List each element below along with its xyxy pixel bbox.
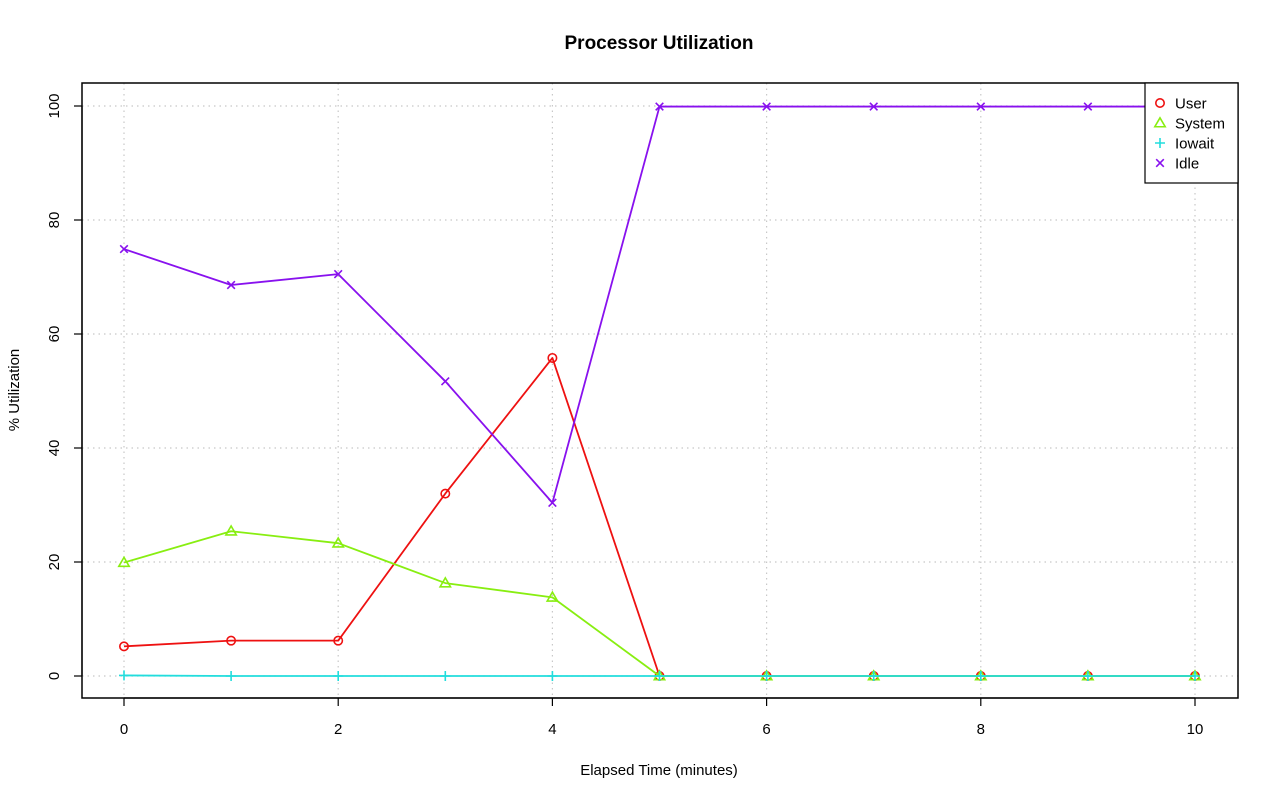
data-point-idle (869, 102, 879, 111)
data-point-iowait (654, 671, 665, 681)
y-tick-label: 20 (46, 554, 63, 571)
x-tick-label: 8 (977, 721, 985, 738)
legend-marker-iowait (1155, 138, 1165, 148)
data-point-idle (119, 244, 129, 254)
data-point-user (440, 488, 451, 499)
legend-label-system: System (1175, 116, 1225, 133)
legend: User System Iowait Idle (1144, 82, 1239, 184)
data-point-iowait (975, 671, 986, 681)
chart-title: Processor Utilization (565, 33, 754, 54)
data-point-system (224, 524, 238, 536)
data-point-iowait (440, 671, 451, 681)
x-tick-label: 6 (762, 721, 770, 738)
data-point-iowait (547, 671, 558, 681)
data-point-idle (976, 102, 986, 111)
data-point-idle (548, 498, 557, 508)
y-tick-label: 80 (46, 212, 63, 229)
data-point-iowait (333, 671, 344, 681)
legend-box (1144, 82, 1239, 184)
data-point-iowait (226, 671, 237, 681)
series-iowait (119, 670, 1200, 681)
data-point-system (117, 555, 131, 568)
series-layer (117, 102, 1202, 681)
x-tick-label: 10 (1187, 721, 1204, 738)
x-axis-label: Elapsed Time (minutes) (580, 762, 738, 779)
legend-label-iowait: Iowait (1175, 136, 1215, 153)
legend-marker-system (1153, 116, 1167, 128)
data-point-user (333, 635, 344, 646)
legend-marker-user (1155, 98, 1166, 109)
data-point-iowait (119, 670, 129, 681)
legend-marker-idle (1155, 158, 1165, 168)
data-point-iowait (1190, 671, 1200, 681)
data-point-idle (333, 269, 343, 279)
data-point-user (226, 635, 237, 646)
data-point-idle (1083, 102, 1093, 111)
y-tick-label: 0 (46, 672, 63, 680)
y-tick-label: 100 (46, 93, 63, 118)
data-point-user (119, 641, 130, 652)
data-point-idle (655, 102, 664, 111)
legend-label-idle: Idle (1175, 156, 1199, 173)
data-point-iowait (761, 671, 772, 681)
data-point-idle (440, 376, 450, 386)
data-point-iowait (868, 671, 879, 681)
y-axis: 0 20 40 60 80 100 (46, 93, 83, 680)
x-tick-label: 0 (120, 721, 128, 738)
y-axis-label: % Utilization (6, 349, 23, 432)
data-point-user (547, 352, 558, 363)
data-point-system (438, 576, 452, 588)
data-point-system (545, 590, 559, 602)
data-point-idle (762, 102, 771, 111)
x-tick-label: 2 (334, 721, 342, 738)
x-tick-label: 4 (548, 721, 556, 738)
data-point-idle (226, 280, 236, 290)
legend-label-user: User (1175, 96, 1207, 113)
y-tick-label: 40 (46, 440, 63, 457)
data-point-system (331, 536, 345, 548)
data-point-iowait (1082, 671, 1093, 681)
y-tick-label: 60 (46, 326, 63, 343)
x-axis: 0 2 4 6 8 10 (120, 697, 1204, 738)
